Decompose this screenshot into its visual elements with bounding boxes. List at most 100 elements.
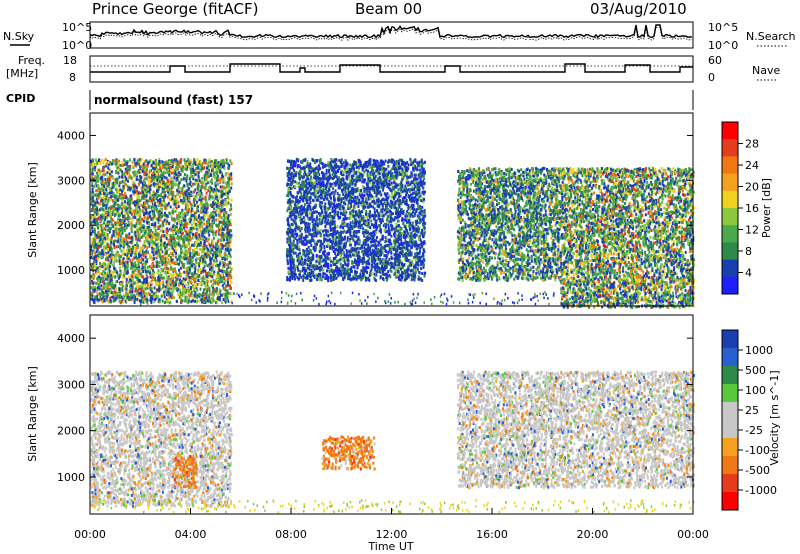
data-cell — [130, 197, 133, 201]
data-cell — [229, 284, 231, 288]
data-cell — [201, 200, 204, 204]
data-cell — [208, 265, 211, 269]
beam-label: Beam 00 — [355, 0, 422, 18]
data-cell — [113, 283, 116, 287]
data-cell — [176, 213, 179, 217]
data-cell — [144, 283, 147, 287]
data-cell — [115, 280, 118, 284]
data-cell — [145, 273, 148, 276]
data-cell — [102, 204, 105, 208]
data-cell — [116, 259, 119, 263]
data-cell — [221, 172, 224, 176]
data-cell — [96, 298, 99, 302]
data-cell — [98, 216, 101, 220]
data-cell — [130, 176, 133, 180]
data-cell — [207, 237, 210, 241]
data-cell — [164, 289, 167, 293]
data-cell — [130, 236, 133, 240]
data-cell — [132, 281, 135, 285]
data-cell — [142, 267, 145, 271]
data-cell — [216, 280, 219, 284]
data-cell — [119, 301, 122, 305]
data-cell — [125, 284, 128, 288]
data-cell — [419, 212, 422, 216]
data-cell — [108, 220, 111, 224]
data-cell — [151, 197, 154, 201]
data-cell — [145, 260, 148, 264]
data-cell — [125, 291, 128, 295]
data-cell — [162, 223, 165, 227]
data-cell — [212, 236, 215, 240]
data-cell — [106, 256, 109, 260]
data-cell — [217, 201, 220, 205]
data-cell — [203, 235, 206, 239]
data-cell — [135, 206, 138, 210]
data-cell — [102, 161, 105, 165]
data-cell — [186, 174, 189, 178]
data-cell — [229, 159, 232, 163]
data-cell — [145, 192, 148, 196]
data-cell — [156, 210, 159, 214]
data-cell — [157, 221, 160, 225]
data-cell — [201, 167, 204, 170]
data-cell — [143, 297, 146, 301]
data-cell — [290, 250, 293, 253]
data-cell — [98, 192, 101, 196]
data-cell — [130, 227, 133, 231]
data-cell — [166, 233, 169, 237]
data-cell — [196, 288, 199, 292]
data-cell — [146, 279, 148, 283]
data-cell — [230, 162, 233, 165]
data-cell — [170, 215, 173, 218]
data-cell — [198, 191, 201, 195]
data-cell — [130, 297, 133, 301]
data-cell — [187, 256, 190, 260]
data-cell — [91, 177, 94, 181]
data-cell — [159, 252, 162, 256]
data-cell — [223, 270, 226, 274]
data-cell — [205, 237, 208, 241]
data-cell — [183, 219, 186, 222]
data-cell — [205, 254, 208, 258]
data-cell — [154, 279, 157, 283]
data-cell — [98, 292, 101, 296]
data-cell — [201, 279, 204, 283]
data-cell — [129, 296, 132, 300]
data-cell — [201, 255, 204, 258]
data-cell — [222, 192, 225, 196]
data-cell — [123, 182, 126, 186]
data-cell — [165, 299, 168, 303]
data-cell — [184, 215, 186, 219]
data-cell — [224, 227, 227, 231]
data-cell — [131, 247, 134, 251]
data-cell — [173, 237, 176, 241]
data-cell — [225, 296, 228, 300]
data-cell — [196, 200, 198, 204]
data-cell — [199, 160, 202, 164]
data-cell — [192, 254, 195, 257]
data-cell — [95, 260, 98, 263]
data-cell — [150, 196, 153, 199]
data-cell — [200, 277, 203, 281]
data-cell — [135, 241, 138, 245]
data-cell — [186, 270, 188, 274]
data-cell — [214, 181, 217, 185]
data-cell — [142, 275, 145, 279]
data-cell — [92, 287, 94, 291]
data-cell — [216, 288, 218, 292]
data-cell — [170, 227, 173, 231]
data-cell — [125, 170, 128, 174]
data-cell — [105, 289, 107, 293]
data-cell — [110, 270, 112, 273]
data-cell — [215, 282, 218, 286]
data-cell — [107, 184, 110, 188]
data-cell — [221, 185, 224, 189]
data-cell — [106, 179, 109, 183]
data-cell — [102, 192, 105, 195]
data-cell — [114, 239, 117, 243]
data-cell — [179, 244, 181, 248]
data-cell — [217, 296, 220, 300]
data-cell — [122, 216, 125, 220]
data-cell — [205, 296, 208, 300]
data-cell — [182, 165, 185, 169]
